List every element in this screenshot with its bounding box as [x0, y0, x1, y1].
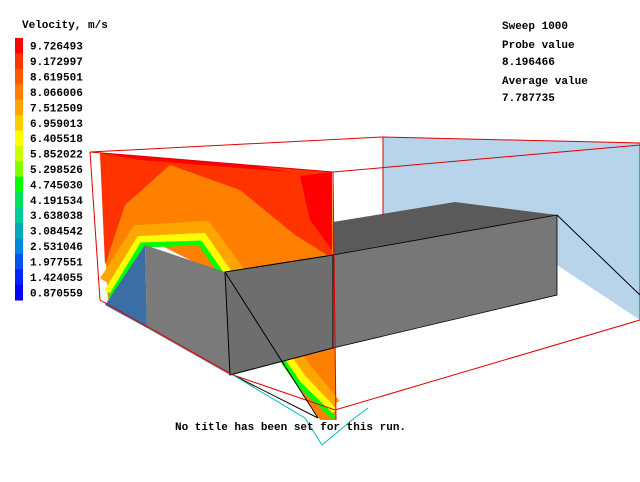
contour-band: [105, 245, 147, 328]
contour-band: [107, 240, 336, 420]
legend-label: 6.959013: [30, 119, 83, 131]
block: [145, 245, 230, 375]
average-value: 7.787735: [502, 93, 555, 105]
legend-swatch: [15, 284, 23, 301]
legend-label: 1.424055: [30, 273, 83, 285]
block: [332, 214, 558, 349]
legend-label: 2.531046: [30, 242, 83, 254]
legend-swatch: [15, 253, 23, 270]
legend-label: 0.870559: [30, 288, 83, 300]
scene-3d: [89, 136, 640, 446]
legend-label: 6.405518: [30, 134, 83, 146]
legend-swatch: [15, 53, 23, 70]
legend: 9.726493 9.172997 8.619501 8.066006 7.512509…: [15, 38, 83, 301]
legend-label: 4.191534: [30, 196, 83, 208]
legend-swatch: [15, 84, 23, 101]
legend-title: Velocity, m/s: [22, 20, 108, 32]
contour-band: [300, 172, 332, 250]
legend-swatch: [15, 176, 23, 193]
average-label: Average value: [502, 76, 588, 88]
legend-label: 9.726493: [30, 42, 83, 54]
block: [333, 202, 557, 255]
legend-swatch: [15, 207, 23, 224]
legend-swatch: [15, 161, 23, 178]
contour-band: [100, 220, 340, 410]
legend-swatch: [15, 38, 23, 54]
legend-label: 3.084542: [30, 227, 83, 239]
contour-band: [104, 232, 337, 415]
axes-triad: [232, 374, 369, 446]
edges: [224, 214, 640, 419]
legend-swatch: [15, 145, 23, 162]
legend-swatch: [15, 130, 23, 147]
run-title: No title has been set for this run.: [175, 422, 406, 434]
probe-value: 8.196466: [502, 57, 555, 69]
legend-label: 3.638038: [30, 211, 83, 223]
legend-swatch: [15, 192, 23, 209]
legend-label: 7.512509: [30, 103, 83, 115]
domain-frame: [89, 136, 640, 421]
sweep: Sweep 1000: [502, 21, 568, 33]
legend-label: 5.852022: [30, 150, 83, 162]
contour-band: [100, 153, 332, 265]
legend-label: 9.172997: [30, 57, 83, 69]
legend-swatch: [15, 68, 23, 85]
legend-label: 8.619501: [30, 73, 83, 85]
probe-label: Probe value: [502, 40, 575, 52]
legend-label: 4.745030: [30, 180, 83, 192]
legend-swatch: [15, 222, 23, 239]
legend-swatch: [15, 269, 23, 286]
legend-swatch: [15, 115, 23, 131]
contour-band: [100, 153, 290, 172]
wall: [383, 137, 640, 320]
legend-label: 1.977551: [30, 257, 83, 269]
legend-swatch: [15, 238, 23, 255]
legend-swatch: [15, 99, 23, 116]
legend-label: 8.066006: [30, 88, 83, 100]
legend-label: 5.298526: [30, 165, 83, 177]
